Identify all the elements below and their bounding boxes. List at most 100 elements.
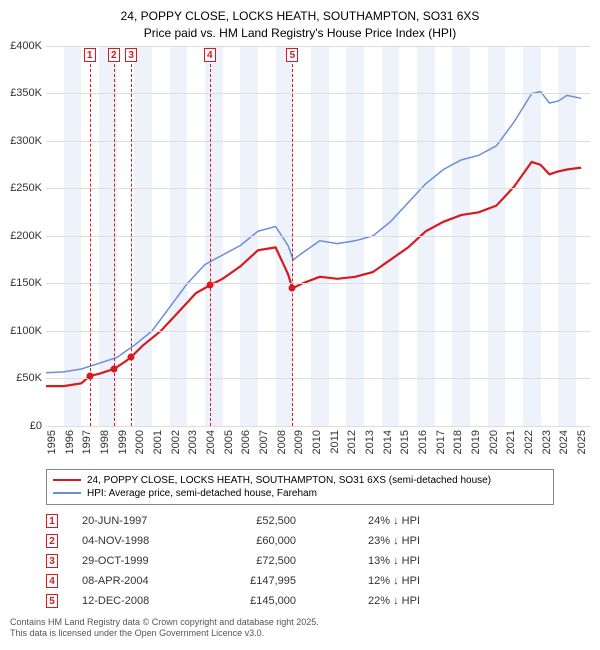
marker-line bbox=[131, 64, 132, 426]
sales-table: 1 20-JUN-1997 £52,500 24% ↓ HPI 2 04-NOV-1998… bbox=[46, 511, 554, 611]
sale-marker: 4 bbox=[46, 574, 58, 588]
x-axis-label: 2023 bbox=[541, 430, 553, 454]
gridline bbox=[46, 378, 590, 379]
sale-price: £52,500 bbox=[216, 515, 296, 527]
sale-date: 12-DEC-2008 bbox=[82, 595, 192, 607]
legend-swatch bbox=[53, 492, 81, 494]
x-axis-label: 2000 bbox=[134, 430, 146, 454]
gridline bbox=[46, 236, 590, 237]
y-axis-label: £50K bbox=[2, 372, 42, 384]
legend-label: 24, POPPY CLOSE, LOCKS HEATH, SOUTHAMPTO… bbox=[87, 475, 491, 486]
x-axis-label: 2004 bbox=[205, 430, 217, 454]
y-axis-label: £200K bbox=[2, 230, 42, 242]
chart-plot-area: £0£50K£100K£150K£200K£250K£300K£350K£400… bbox=[46, 46, 590, 427]
sale-date: 08-APR-2004 bbox=[82, 575, 192, 587]
x-axis-label: 1996 bbox=[64, 430, 76, 454]
table-row: 3 29-OCT-1999 £72,500 13% ↓ HPI bbox=[46, 551, 554, 571]
x-axis-label: 1998 bbox=[99, 430, 111, 454]
x-axis-label: 2008 bbox=[276, 430, 288, 454]
x-axis-label: 2022 bbox=[523, 430, 535, 454]
legend-label: HPI: Average price, semi-detached house,… bbox=[87, 488, 317, 499]
legend-item-hpi: HPI: Average price, semi-detached house,… bbox=[53, 487, 547, 500]
footer-line-1: Contains HM Land Registry data © Crown c… bbox=[10, 617, 590, 629]
marker-dot bbox=[86, 372, 93, 379]
sale-date: 04-NOV-1998 bbox=[82, 535, 192, 547]
sale-delta: 13% ↓ HPI bbox=[320, 555, 420, 567]
series-line-price_paid bbox=[46, 161, 581, 385]
chart-container: 24, POPPY CLOSE, LOCKS HEATH, SOUTHAMPTO… bbox=[0, 0, 600, 650]
sale-marker: 2 bbox=[46, 534, 58, 548]
x-axis-label: 2010 bbox=[311, 430, 323, 454]
x-axis-label: 2017 bbox=[435, 430, 447, 454]
table-row: 2 04-NOV-1998 £60,000 23% ↓ HPI bbox=[46, 531, 554, 551]
x-axis-label: 2018 bbox=[452, 430, 464, 454]
marker-dot bbox=[128, 353, 135, 360]
sale-price: £145,000 bbox=[216, 595, 296, 607]
sale-date: 29-OCT-1999 bbox=[82, 555, 192, 567]
gridline bbox=[46, 141, 590, 142]
gridline bbox=[46, 93, 590, 94]
sale-marker: 3 bbox=[46, 554, 58, 568]
x-axis-label: 2020 bbox=[488, 430, 500, 454]
chart-title: 24, POPPY CLOSE, LOCKS HEATH, SOUTHAMPTO… bbox=[0, 0, 600, 46]
x-axis-label: 2019 bbox=[470, 430, 482, 454]
gridline bbox=[46, 283, 590, 284]
sale-price: £60,000 bbox=[216, 535, 296, 547]
marker-dot bbox=[206, 281, 213, 288]
x-axis-label: 2007 bbox=[258, 430, 270, 454]
marker-dot bbox=[289, 284, 296, 291]
table-row: 512-DEC-2008£145,00022% ↓ HPI bbox=[46, 591, 554, 611]
sale-date: 20-JUN-1997 bbox=[82, 515, 192, 527]
x-axis-label: 2011 bbox=[329, 430, 341, 454]
y-axis-label: £0 bbox=[2, 420, 42, 432]
x-axis-label: 2001 bbox=[152, 430, 164, 454]
y-axis-label: £400K bbox=[2, 40, 42, 52]
legend-swatch bbox=[53, 479, 81, 481]
x-axis-label: 1999 bbox=[117, 430, 129, 454]
x-axis-label: 2025 bbox=[576, 430, 588, 454]
y-axis-label: £150K bbox=[2, 277, 42, 289]
gridline bbox=[46, 331, 590, 332]
sale-delta: 12% ↓ HPI bbox=[320, 575, 420, 587]
x-axis-label: 2021 bbox=[505, 430, 517, 454]
marker-box: 3 bbox=[125, 48, 137, 62]
marker-dot bbox=[110, 365, 117, 372]
x-axis-label: 2009 bbox=[293, 430, 305, 454]
sale-price: £72,500 bbox=[216, 555, 296, 567]
sale-marker: 1 bbox=[46, 514, 58, 528]
marker-line bbox=[210, 64, 211, 426]
sale-delta: 23% ↓ HPI bbox=[320, 535, 420, 547]
y-axis-label: £250K bbox=[2, 182, 42, 194]
sale-price: £147,995 bbox=[216, 575, 296, 587]
marker-box: 4 bbox=[204, 48, 216, 62]
x-axis-label: 2012 bbox=[346, 430, 358, 454]
title-line-2: Price paid vs. HM Land Registry's House … bbox=[10, 25, 590, 42]
sale-delta: 22% ↓ HPI bbox=[320, 595, 420, 607]
title-line-1: 24, POPPY CLOSE, LOCKS HEATH, SOUTHAMPTO… bbox=[10, 8, 590, 25]
marker-line bbox=[292, 64, 293, 426]
legend: 24, POPPY CLOSE, LOCKS HEATH, SOUTHAMPTO… bbox=[46, 469, 554, 505]
footer-line-2: This data is licensed under the Open Gov… bbox=[10, 628, 590, 640]
legend-item-price-paid: 24, POPPY CLOSE, LOCKS HEATH, SOUTHAMPTO… bbox=[53, 474, 547, 487]
y-axis-label: £300K bbox=[2, 135, 42, 147]
x-axis-label: 2024 bbox=[558, 430, 570, 454]
y-axis-label: £350K bbox=[2, 87, 42, 99]
gridline bbox=[46, 46, 590, 47]
x-axis-label: 2006 bbox=[240, 430, 252, 454]
x-axis-label: 1995 bbox=[46, 430, 58, 454]
table-row: 4 08-APR-2004 £147,995 12% ↓ HPI bbox=[46, 571, 554, 591]
x-axis-label: 2014 bbox=[382, 430, 394, 454]
x-axis-label: 2005 bbox=[223, 430, 235, 454]
x-axis-label: 1997 bbox=[81, 430, 93, 454]
marker-box: 5 bbox=[286, 48, 298, 62]
x-axis-label: 2016 bbox=[417, 430, 429, 454]
marker-box: 1 bbox=[84, 48, 96, 62]
marker-box: 2 bbox=[108, 48, 120, 62]
table-row: 1 20-JUN-1997 £52,500 24% ↓ HPI bbox=[46, 511, 554, 531]
footer: Contains HM Land Registry data © Crown c… bbox=[10, 617, 590, 640]
x-axis-label: 2013 bbox=[364, 430, 376, 454]
gridline bbox=[46, 188, 590, 189]
y-axis-label: £100K bbox=[2, 325, 42, 337]
x-axis-label: 2015 bbox=[399, 430, 411, 454]
sale-delta: 24% ↓ HPI bbox=[320, 515, 420, 527]
